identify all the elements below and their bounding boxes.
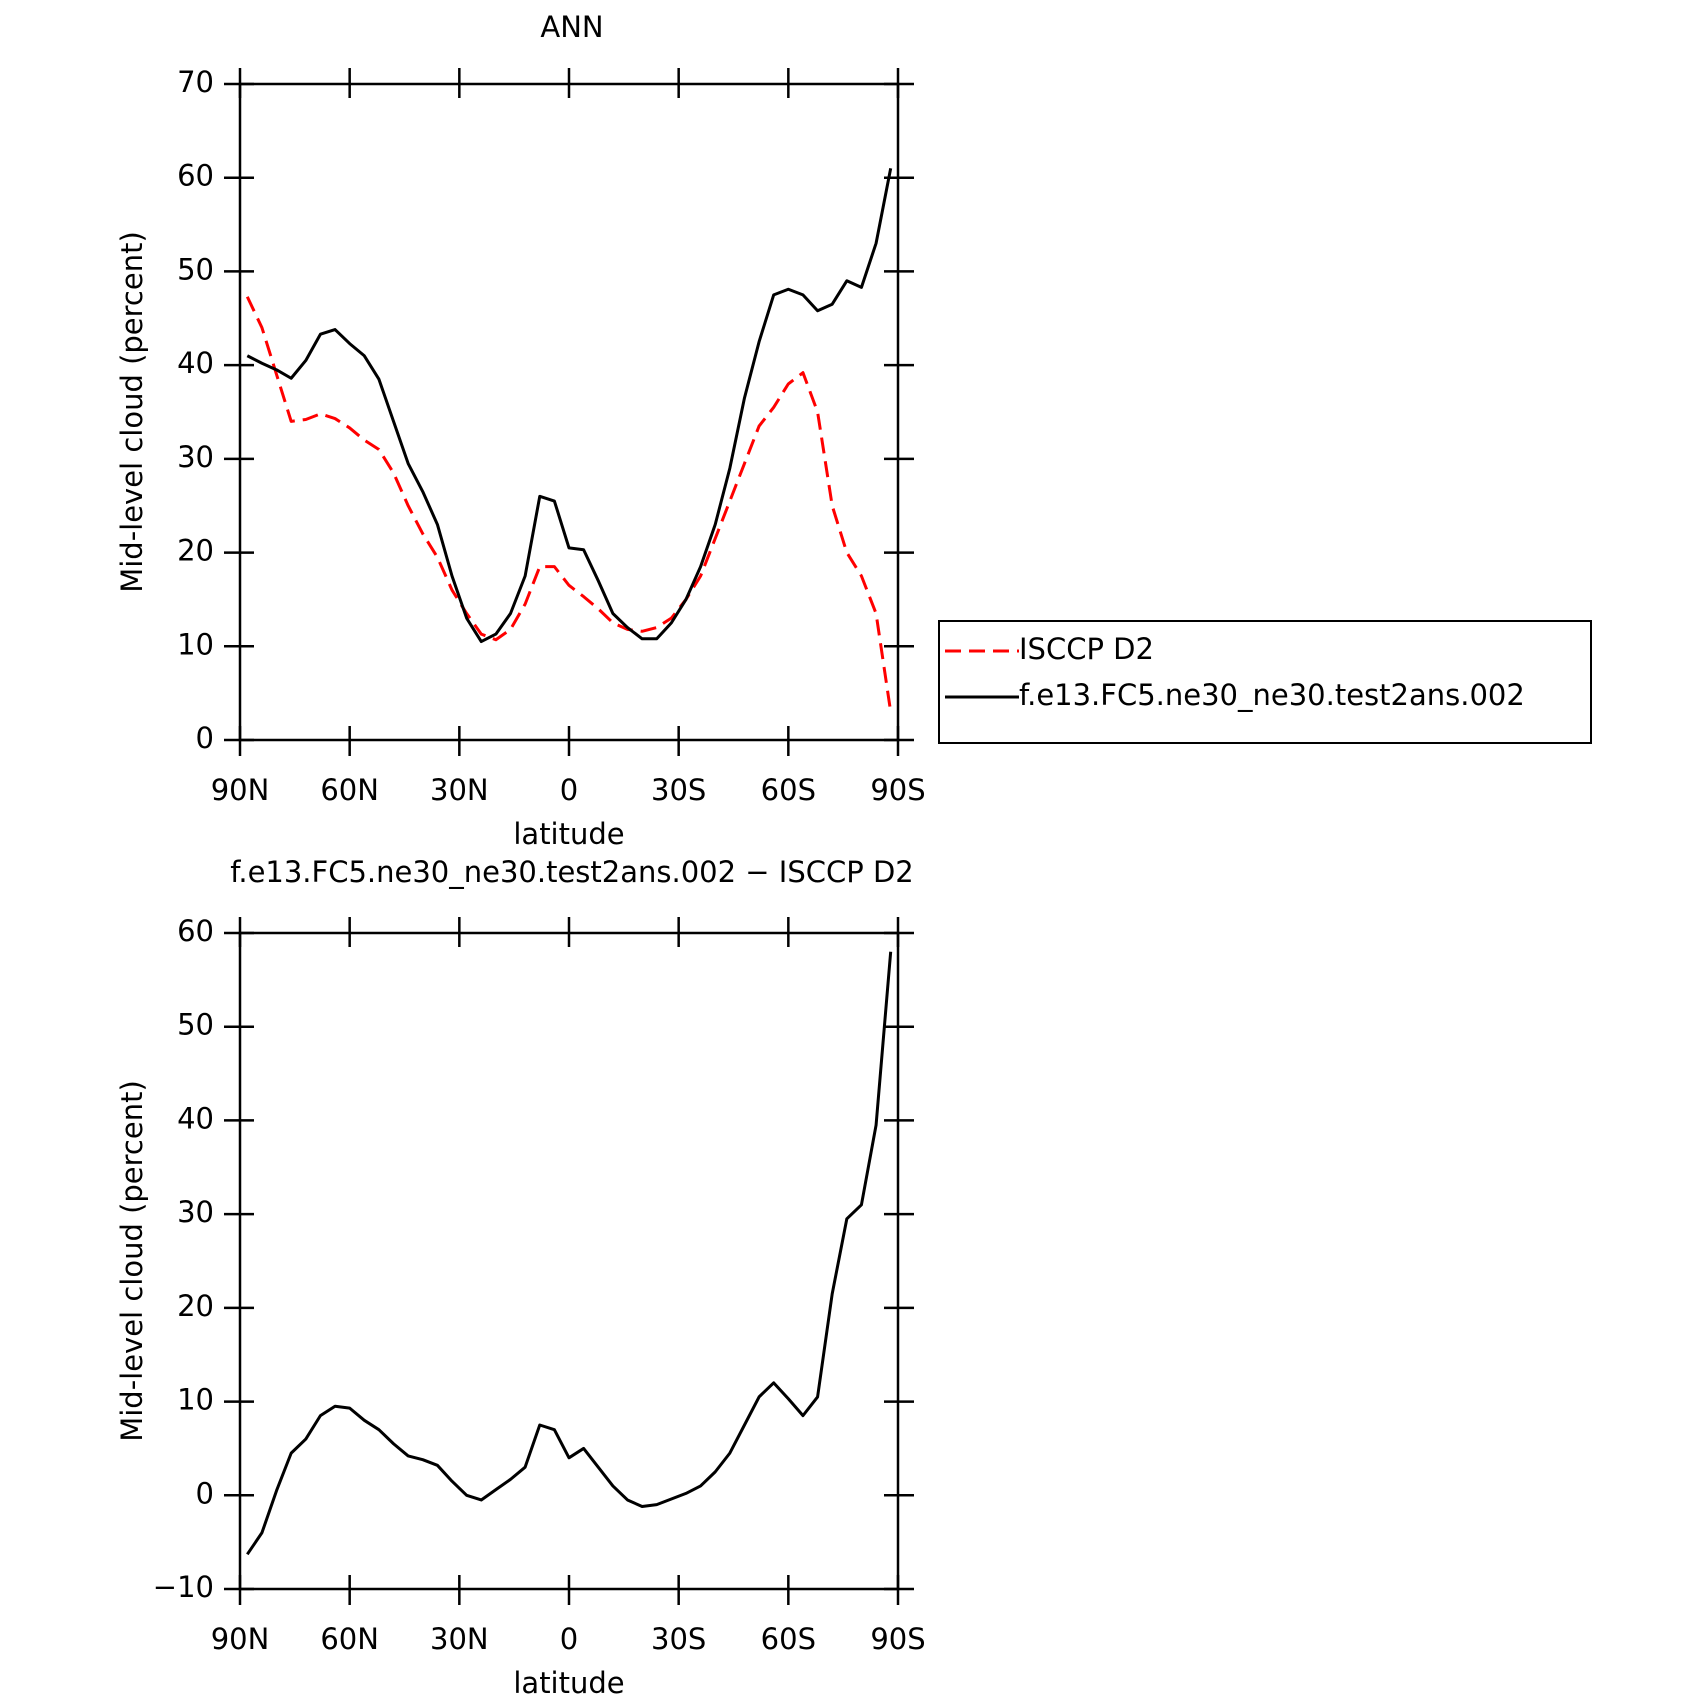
x-tick-label: 60S [761, 1622, 816, 1656]
x-axis-label: latitude [513, 1666, 624, 1697]
x-tick-label: 0 [560, 1622, 578, 1656]
chart-title: ANN [540, 10, 603, 44]
y-axis-label: Mid-level cloud (percent) [115, 231, 149, 593]
y-tick-label: 50 [177, 252, 214, 286]
y-tick-label: 30 [177, 440, 214, 474]
y-tick-label: 40 [177, 346, 214, 380]
y-tick-label: 20 [177, 1289, 214, 1323]
x-tick-label: 30N [430, 773, 489, 807]
x-tick-label: 90N [211, 773, 270, 807]
y-tick-label: 0 [196, 721, 214, 755]
legend-label: ISCCP D2 [1019, 632, 1154, 666]
x-tick-label: 60S [761, 773, 816, 807]
y-tick-label: 60 [177, 159, 214, 193]
y-tick-label: 10 [177, 1383, 214, 1417]
legend-label: f.e13.FC5.ne30_ne30.test2ans.002 [1019, 678, 1525, 712]
y-tick-label: 30 [177, 1195, 214, 1229]
x-tick-label: 60N [320, 773, 379, 807]
plot-frame [238, 931, 900, 1591]
x-tick-label: 30N [430, 1622, 489, 1656]
y-tick-label: 70 [177, 65, 214, 99]
x-axis-label: latitude [513, 817, 624, 851]
plot-frame [238, 82, 900, 742]
series-line [246, 168, 893, 644]
x-tick-label: 30S [651, 1622, 706, 1656]
x-tick-label: 30S [651, 773, 706, 807]
y-tick-label: 20 [177, 534, 214, 568]
x-tick-label: 90N [211, 1622, 270, 1656]
x-tick-label: 60N [320, 1622, 379, 1656]
x-tick-label: 90S [870, 1622, 925, 1656]
y-tick-label: 10 [177, 627, 214, 661]
y-tick-label: 50 [177, 1008, 214, 1042]
y-tick-label: 0 [196, 1476, 214, 1510]
y-tick-label: 40 [177, 1101, 214, 1135]
legend-box [938, 620, 1592, 744]
x-tick-label: 0 [560, 773, 578, 807]
y-tick-label: −10 [153, 1570, 214, 1604]
y-axis-label: Mid-level cloud (percent) [115, 1080, 149, 1442]
y-tick-label: 60 [177, 914, 214, 948]
chart-title: f.e13.FC5.ne30_ne30.test2ans.002 − ISCCP… [230, 855, 914, 889]
series-line [246, 951, 893, 1556]
x-tick-label: 90S [870, 773, 925, 807]
series-line [245, 296, 893, 713]
